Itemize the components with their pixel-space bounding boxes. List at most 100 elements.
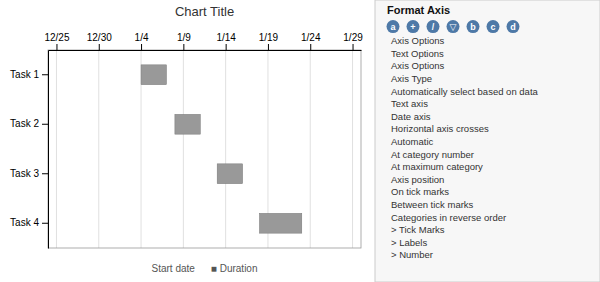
x-tick-label: 12/25 bbox=[44, 32, 69, 43]
grid-line bbox=[98, 50, 99, 248]
y-tick: Task 3 bbox=[10, 168, 48, 179]
y-tick-mark bbox=[42, 223, 48, 224]
x-tick: 1/19 bbox=[259, 32, 279, 50]
legend-entry: Start date bbox=[152, 263, 196, 274]
x-tick: 1/4 bbox=[135, 32, 149, 50]
x-tick-label: 1/29 bbox=[343, 32, 363, 43]
x-axis-line bbox=[49, 50, 362, 51]
annotation: / bbox=[432, 22, 435, 32]
annotation: a bbox=[390, 22, 396, 32]
annotation: On tick marks bbox=[391, 186, 449, 197]
side-panel: Format Axisa+/▽bcdAxis OptionsText Optio… bbox=[375, 0, 600, 282]
annotation: Date axis bbox=[391, 111, 431, 122]
badge-circle bbox=[487, 20, 500, 33]
annotation: Axis Options bbox=[391, 60, 445, 71]
grid bbox=[56, 50, 352, 248]
annotation: > Number bbox=[391, 249, 433, 260]
y-tick-label: Task 4 bbox=[10, 217, 39, 228]
x-tick-mark bbox=[353, 44, 354, 50]
annotation-badge: b bbox=[467, 20, 480, 33]
x-tick-label: 12/30 bbox=[87, 32, 112, 43]
badge-circle bbox=[507, 20, 520, 33]
annotation: b bbox=[470, 22, 476, 32]
y-tick-label: Task 2 bbox=[10, 118, 39, 129]
y-tick: Task 2 bbox=[10, 118, 48, 129]
annotation: d bbox=[510, 22, 516, 32]
annotation: Axis position bbox=[391, 174, 444, 185]
annotation: > Labels bbox=[391, 237, 427, 248]
annotation: Text axis bbox=[391, 98, 428, 109]
annotation-badge: ▽ bbox=[447, 20, 460, 33]
legend-entry: ■ Duration bbox=[211, 263, 258, 274]
annotation-badge: a bbox=[387, 20, 400, 33]
y-tick-mark bbox=[42, 173, 48, 174]
x-tick-mark bbox=[141, 44, 142, 50]
y-tick-mark bbox=[42, 124, 48, 125]
x-tick-label: 1/19 bbox=[259, 32, 279, 43]
x-tick-mark bbox=[99, 44, 100, 50]
x-tick-label: 1/9 bbox=[177, 32, 191, 43]
y-tick: Task 1 bbox=[10, 69, 48, 80]
annotation-badge: + bbox=[407, 20, 420, 33]
grid-line bbox=[56, 50, 57, 248]
bar bbox=[56, 65, 141, 85]
annotation: + bbox=[410, 22, 415, 32]
bar bbox=[56, 213, 259, 233]
bars bbox=[56, 65, 301, 233]
bar bbox=[56, 164, 217, 184]
annotation: c bbox=[490, 22, 495, 32]
annotation-badge: c bbox=[487, 20, 500, 33]
annotation: Axis Options bbox=[391, 35, 445, 46]
side-panel-bg bbox=[375, 0, 600, 282]
x-tick-mark bbox=[56, 44, 57, 50]
badge-circle bbox=[447, 20, 460, 33]
annotation: Automatic bbox=[391, 136, 433, 147]
y-axis-line bbox=[48, 51, 49, 249]
bar bbox=[259, 213, 301, 233]
y-tick-label: Task 1 bbox=[10, 69, 39, 80]
annotation: Axis Type bbox=[391, 73, 432, 84]
x-tick-label: 1/4 bbox=[135, 32, 149, 43]
annotation: Automatically select based on data bbox=[391, 86, 539, 97]
x-tick-mark bbox=[183, 44, 184, 50]
x-tick: 12/25 bbox=[44, 32, 69, 50]
x-tick-mark bbox=[226, 44, 227, 50]
annotation-badge: d bbox=[507, 20, 520, 33]
x-tick: 1/14 bbox=[216, 32, 236, 50]
bar bbox=[141, 65, 166, 85]
bar bbox=[217, 164, 242, 184]
y-tick-mark bbox=[42, 74, 48, 75]
bar bbox=[175, 114, 200, 134]
annotation: At category number bbox=[391, 149, 474, 160]
y-tick: Task 4 bbox=[10, 217, 48, 228]
badge-circle bbox=[407, 20, 420, 33]
x-axis: 12/25 12/30 1/4 1/9 1/14 1/19 1/24 1/29 bbox=[44, 32, 363, 51]
annotation-badge: / bbox=[427, 20, 440, 33]
chart-title: Chart Title bbox=[175, 4, 234, 19]
x-tick-label: 1/14 bbox=[216, 32, 236, 43]
grid-line bbox=[225, 50, 226, 248]
annotation: Categories in reverse order bbox=[391, 212, 506, 223]
grid-line bbox=[310, 50, 311, 248]
annotation: ▽ bbox=[450, 22, 457, 32]
plot-frame bbox=[48, 50, 361, 248]
annotation: > Tick Marks bbox=[391, 224, 445, 235]
grid-line bbox=[352, 50, 353, 248]
badge-circle bbox=[467, 20, 480, 33]
badge-circle bbox=[387, 20, 400, 33]
x-tick: 1/29 bbox=[343, 32, 363, 50]
annotation: At maximum category bbox=[391, 161, 483, 172]
annotation: Horizontal axis crosses bbox=[391, 123, 489, 134]
x-tick-mark bbox=[268, 44, 269, 50]
x-tick: 1/24 bbox=[301, 32, 321, 50]
annotation: Format Axis bbox=[387, 4, 450, 16]
badge-circle bbox=[427, 20, 440, 33]
y-axis: Task 1 Task 2 Task 3 Task 4 bbox=[10, 51, 48, 249]
y-tick-label: Task 3 bbox=[10, 168, 39, 179]
x-tick-mark bbox=[310, 44, 311, 50]
x-tick: 1/9 bbox=[177, 32, 191, 50]
annotation: Between tick marks bbox=[391, 199, 474, 210]
annotation: Text Options bbox=[391, 48, 444, 59]
grid-line bbox=[183, 50, 184, 248]
chart-svg: Chart Title12/2512/301/41/91/141/191/241… bbox=[0, 0, 600, 282]
